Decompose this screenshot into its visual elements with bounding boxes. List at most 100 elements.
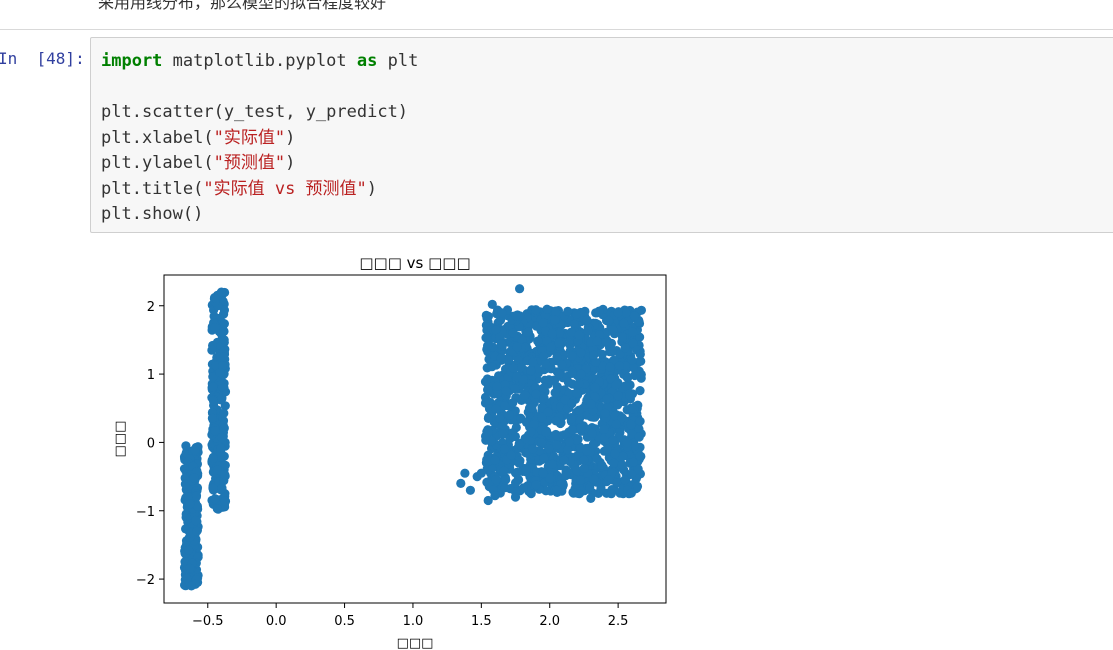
code-title-string: "实际值 vs 预测值" <box>203 178 367 199</box>
scatter-point <box>635 332 645 342</box>
scatter-point <box>192 526 202 536</box>
scatter-point <box>514 439 525 450</box>
scatter-point <box>523 327 533 337</box>
scatter-point <box>527 403 537 413</box>
scatter-point <box>589 350 599 360</box>
scatter-point <box>531 480 541 490</box>
scatter-point <box>591 357 601 367</box>
x-tick-label: 2.0 <box>539 614 560 629</box>
scatter-point <box>617 332 628 342</box>
scatter-point <box>629 441 640 451</box>
scatter-point <box>623 372 633 382</box>
scatter-point <box>518 483 529 493</box>
scatter-point <box>503 354 513 364</box>
prompt-number: [48]: <box>36 49 85 68</box>
scatter-point <box>512 342 522 352</box>
code-line-1: import matplotlib.pyplot as plt <box>101 49 418 75</box>
scatter-point <box>542 304 552 314</box>
scatter-point <box>208 395 218 406</box>
scatter-point <box>562 445 573 455</box>
scatter-point <box>521 448 531 458</box>
scatter-point <box>182 573 192 584</box>
scatter-point <box>521 465 531 475</box>
scatter-point <box>538 318 548 328</box>
y-tick-label: 1 <box>147 368 155 383</box>
scatter-point <box>563 377 574 387</box>
scatter-point <box>613 400 623 410</box>
scatter-point <box>180 557 190 567</box>
scatter-point <box>500 483 510 493</box>
scatter-point <box>550 315 560 325</box>
scatter-point <box>506 450 516 460</box>
scatter-point <box>215 367 225 378</box>
scatter-point <box>212 504 222 514</box>
code-line-7: plt.show() <box>101 202 418 228</box>
y-tick-label: −1 <box>136 505 155 520</box>
scatter-point <box>552 485 562 495</box>
scatter-point <box>590 382 600 392</box>
scatter-point <box>219 319 229 329</box>
x-tick-label: 0.5 <box>334 614 355 629</box>
code-scatter-call: plt.scatter(y_test, y_predict) <box>101 102 409 122</box>
scatter-point <box>602 394 612 404</box>
input-prompt: In [48]: <box>0 49 85 68</box>
scatter-point <box>610 449 620 459</box>
points-layer <box>179 284 647 591</box>
chart-title: □□□ vs □□□ <box>359 254 470 272</box>
scatter-point <box>627 469 637 479</box>
scatter-point <box>634 432 644 442</box>
scatter-point <box>635 386 645 396</box>
code-xlabel-string: "实际值" <box>213 127 286 148</box>
scatter-point <box>567 368 577 378</box>
scatter-point <box>211 361 221 371</box>
scatter-point <box>566 327 577 337</box>
y-tick-label: −2 <box>136 573 155 588</box>
scatter-point <box>628 362 638 373</box>
scatter-point <box>499 444 510 454</box>
scatter-point <box>607 347 618 357</box>
scatter-point <box>601 337 612 347</box>
scatter-point <box>483 311 493 321</box>
scatter-point <box>620 343 630 353</box>
scatter-point <box>613 308 623 318</box>
scatter-point <box>599 424 609 434</box>
code-text[interactable]: import matplotlib.pyplot as plt plt.scatt… <box>101 49 418 228</box>
scatter-point <box>210 494 220 504</box>
code-title-call: plt.title( <box>101 178 204 199</box>
scatter-point <box>617 413 627 423</box>
scatter-point <box>217 394 227 404</box>
scatter-point <box>626 419 636 430</box>
scatter-point <box>537 412 547 423</box>
scatter-point <box>487 299 497 309</box>
scatter-point <box>603 315 614 326</box>
scatter-point <box>621 381 631 391</box>
scatter-point <box>576 348 586 358</box>
scatter-point <box>216 287 226 297</box>
scatter-point <box>185 563 195 573</box>
scatter-point <box>621 308 631 318</box>
scatter-point <box>220 470 230 480</box>
scatter-point <box>611 419 622 429</box>
scatter-point <box>551 429 561 440</box>
scatter-point <box>528 357 538 367</box>
scatter-point <box>554 328 565 338</box>
scatter-point <box>491 475 501 485</box>
scatter-point <box>526 365 536 375</box>
x-tick-label: −0.5 <box>192 614 224 629</box>
code-cell-editor[interactable]: import matplotlib.pyplot as plt plt.scatt… <box>90 37 1113 233</box>
scatter-point <box>185 499 195 509</box>
scatter-point <box>625 391 635 401</box>
x-tick-label: 1.0 <box>403 614 424 629</box>
scatter-point <box>186 581 196 591</box>
scatter-point <box>217 361 228 371</box>
scatter-point <box>618 451 628 461</box>
scatter-point <box>627 404 638 414</box>
scatter-point <box>563 306 573 316</box>
scatter-point <box>550 388 560 398</box>
scatter-point <box>528 444 538 454</box>
scatter-point <box>572 388 582 398</box>
scatter-point <box>569 319 580 329</box>
scatter-point <box>561 470 571 481</box>
scatter-point <box>219 305 229 315</box>
